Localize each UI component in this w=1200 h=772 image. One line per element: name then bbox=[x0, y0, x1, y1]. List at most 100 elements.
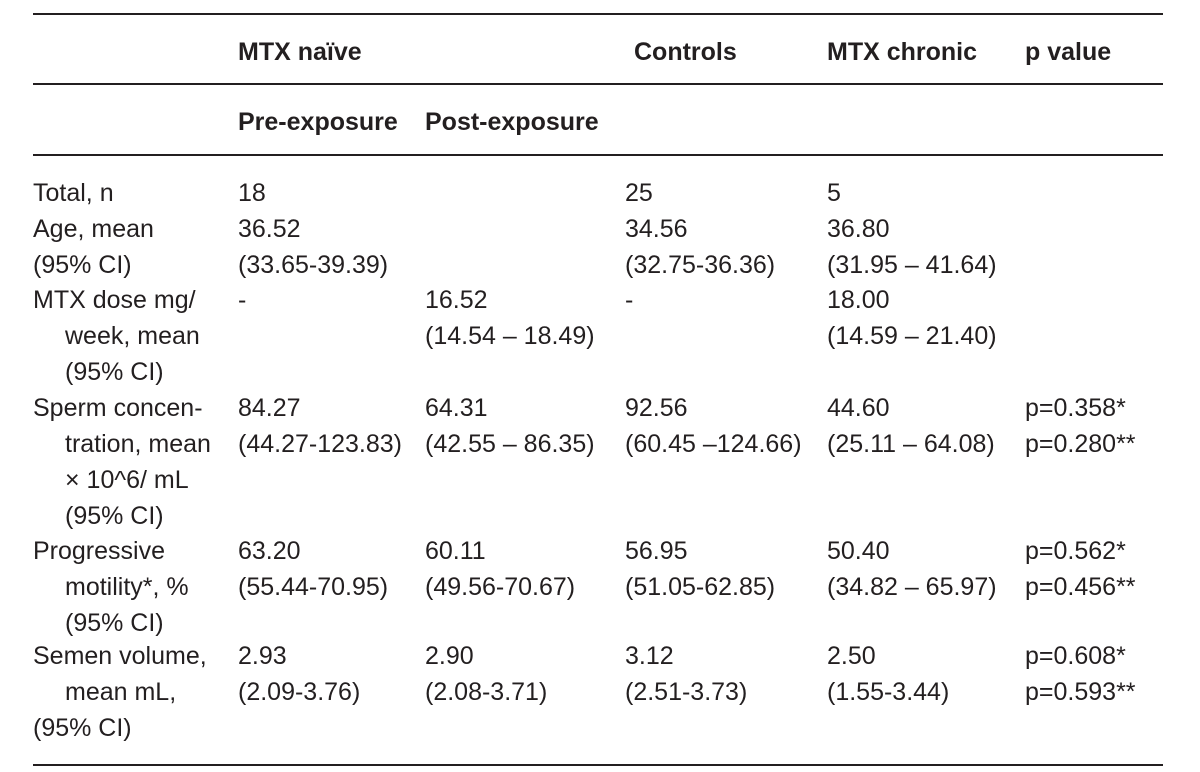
cell-value: 3.12 bbox=[625, 642, 674, 670]
cell-mtx-chronic: 5 bbox=[827, 175, 841, 211]
cell-ci: (2.51-3.73) bbox=[625, 678, 748, 706]
row-label-line: Progressive bbox=[33, 537, 165, 565]
cell-ci: (31.95 – 41.64) bbox=[827, 251, 997, 279]
cell-p-value: p=0.358* p=0.280** bbox=[1025, 390, 1136, 462]
row-label-line: week, mean bbox=[65, 322, 200, 350]
p-value-line: p=0.593** bbox=[1025, 678, 1136, 706]
row-label-line: tration, mean bbox=[65, 430, 211, 458]
cell-mtx-chronic: 36.80 (31.95 – 41.64) bbox=[827, 211, 997, 283]
cell-controls: 34.56 (32.75-36.36) bbox=[625, 211, 775, 283]
row-label: Progressive motility*, % (95% CI) bbox=[33, 533, 189, 641]
row-label-line: (95% CI) bbox=[65, 609, 164, 637]
cell-value: 92.56 bbox=[625, 394, 688, 422]
row-label-line: × 10^6/ mL bbox=[65, 466, 189, 494]
header-mtx-chronic: MTX chronic bbox=[827, 38, 978, 66]
row-label: Total, n bbox=[33, 175, 114, 211]
cell-value: 36.80 bbox=[827, 215, 890, 243]
cell-p-value: p=0.562* p=0.456** bbox=[1025, 533, 1136, 605]
row-label-line: Age, mean bbox=[33, 215, 154, 243]
cell-ci: (14.59 – 21.40) bbox=[827, 322, 997, 350]
cell-value: 2.90 bbox=[425, 642, 474, 670]
cell-ci: (1.55-3.44) bbox=[827, 678, 950, 706]
cell-value: 34.56 bbox=[625, 215, 688, 243]
p-value-line: p=0.608* bbox=[1025, 642, 1126, 670]
p-value-line: p=0.358* bbox=[1025, 394, 1126, 422]
cell-ci: (60.45 –124.66) bbox=[625, 430, 802, 458]
row-label: Age, mean (95% CI) bbox=[33, 211, 154, 283]
cell-value: 18 bbox=[238, 179, 266, 207]
cell-pre-exposure: 18 bbox=[238, 175, 266, 211]
row-label-line: (95% CI) bbox=[65, 358, 164, 386]
cell-post-exposure: 60.11 (49.56-70.67) bbox=[425, 533, 575, 605]
cell-value: 16.52 bbox=[425, 286, 488, 314]
cell-pre-exposure: 2.93 (2.09-3.76) bbox=[238, 638, 360, 710]
row-label-line: Semen volume, bbox=[33, 642, 207, 670]
table-top-rule bbox=[33, 13, 1163, 15]
cell-ci: (49.56-70.67) bbox=[425, 573, 576, 601]
cell-value: 50.40 bbox=[827, 537, 890, 565]
p-value-line: p=0.456** bbox=[1025, 573, 1136, 601]
cell-controls: 25 bbox=[625, 175, 653, 211]
cell-value: 18.00 bbox=[827, 286, 890, 314]
header-post-exposure: Post-exposure bbox=[425, 108, 599, 136]
cell-ci: (2.09-3.76) bbox=[238, 678, 361, 706]
cell-value: 63.20 bbox=[238, 537, 301, 565]
row-label-line: mean mL, bbox=[65, 678, 177, 706]
row-label: Sperm concen- tration, mean × 10^6/ mL (… bbox=[33, 390, 211, 534]
table-bottom-rule bbox=[33, 764, 1163, 766]
cell-value: 64.31 bbox=[425, 394, 488, 422]
cell-ci: (44.27-123.83) bbox=[238, 430, 403, 458]
cell-mtx-chronic: 18.00 (14.59 – 21.40) bbox=[827, 282, 997, 354]
cell-controls: - bbox=[625, 282, 633, 318]
row-label-line: Sperm concen- bbox=[33, 394, 203, 422]
header-divider-rule bbox=[33, 83, 1163, 85]
p-value-line: p=0.562* bbox=[1025, 537, 1126, 565]
row-label: Semen volume, mean mL, (95% CI) bbox=[33, 638, 207, 746]
cell-ci: (34.82 – 65.97) bbox=[827, 573, 997, 601]
row-label-line: MTX dose mg/ bbox=[33, 286, 196, 314]
p-value-line: p=0.280** bbox=[1025, 430, 1136, 458]
cell-mtx-chronic: 2.50 (1.55-3.44) bbox=[827, 638, 949, 710]
cell-value: - bbox=[238, 286, 247, 314]
cell-post-exposure: 16.52 (14.54 – 18.49) bbox=[425, 282, 595, 354]
cell-ci: (51.05-62.85) bbox=[625, 573, 776, 601]
header-pre-exposure: Pre-exposure bbox=[238, 108, 398, 136]
cell-value: 84.27 bbox=[238, 394, 301, 422]
row-label-line: (95% CI) bbox=[33, 714, 132, 742]
cell-ci: (42.55 – 86.35) bbox=[425, 430, 595, 458]
cell-ci: (32.75-36.36) bbox=[625, 251, 776, 279]
row-label-line: (95% CI) bbox=[65, 502, 164, 530]
cell-pre-exposure: 84.27 (44.27-123.83) bbox=[238, 390, 402, 462]
header-p-value: p value bbox=[1025, 38, 1112, 66]
cell-ci: (2.08-3.71) bbox=[425, 678, 548, 706]
cell-mtx-chronic: 50.40 (34.82 – 65.97) bbox=[827, 533, 997, 605]
header-mtx-naive: MTX naïve bbox=[238, 38, 362, 66]
cell-value: 2.50 bbox=[827, 642, 876, 670]
header-controls: Controls bbox=[634, 38, 737, 66]
cell-controls: 3.12 (2.51-3.73) bbox=[625, 638, 747, 710]
cell-value: 36.52 bbox=[238, 215, 301, 243]
cell-ci: (33.65-39.39) bbox=[238, 251, 389, 279]
cell-value: 44.60 bbox=[827, 394, 890, 422]
cell-ci: (25.11 – 64.08) bbox=[827, 430, 995, 458]
cell-ci: (55.44-70.95) bbox=[238, 573, 389, 601]
cell-controls: 56.95 (51.05-62.85) bbox=[625, 533, 775, 605]
cell-value: 2.93 bbox=[238, 642, 287, 670]
cell-pre-exposure: 36.52 (33.65-39.39) bbox=[238, 211, 388, 283]
cell-value: 60.11 bbox=[425, 537, 486, 565]
cell-p-value: p=0.608* p=0.593** bbox=[1025, 638, 1136, 710]
cell-mtx-chronic: 44.60 (25.11 – 64.08) bbox=[827, 390, 995, 462]
row-label: MTX dose mg/ week, mean (95% CI) bbox=[33, 282, 200, 390]
cell-value: - bbox=[625, 286, 634, 314]
row-label-line: Total, n bbox=[33, 179, 114, 207]
row-label-line: motility*, % bbox=[65, 573, 189, 601]
cell-ci: (14.54 – 18.49) bbox=[425, 322, 595, 350]
cell-pre-exposure: - bbox=[238, 282, 246, 318]
cell-post-exposure: 2.90 (2.08-3.71) bbox=[425, 638, 547, 710]
cell-value: 56.95 bbox=[625, 537, 688, 565]
cell-value: 5 bbox=[827, 179, 841, 207]
cell-controls: 92.56 (60.45 –124.66) bbox=[625, 390, 802, 462]
cell-value: 25 bbox=[625, 179, 653, 207]
row-label-line: (95% CI) bbox=[33, 251, 132, 279]
body-top-rule bbox=[33, 154, 1163, 156]
